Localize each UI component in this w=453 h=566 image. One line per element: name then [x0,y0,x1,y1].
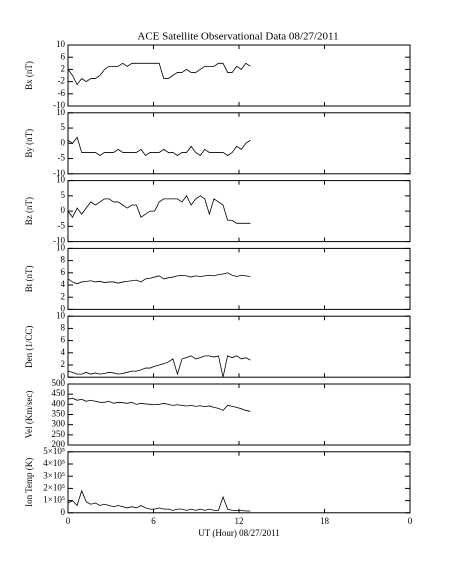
y-tick-label: 200 [52,439,66,449]
y-tick-label: -10 [53,168,65,178]
panel-frame [67,112,411,175]
data-line [67,62,251,86]
y-tick-label: 3×10⁵ [43,470,65,480]
y-tick-label: 5 [61,122,66,132]
data-line [67,195,251,224]
y-tick-label: 0 [61,137,66,147]
x-tick-label: 0 [66,516,71,526]
y-tick-label: 1×10⁵ [43,495,65,505]
y-tick-label: -10 [53,236,65,246]
y-tick-label: 0 [61,303,66,313]
y-tick-label: 2 [61,63,66,73]
data-line [67,136,251,157]
y-tick-label: -2 [58,76,66,86]
y-tick-label: 2 [61,291,66,301]
y-tick-label: 0 [61,205,66,215]
panel-frame [67,44,411,107]
x-tick-label: 18 [320,516,330,526]
y-tick-label: 500 [52,378,66,388]
x-tick-label: 0 [408,516,413,526]
y-tick-label: 2×10⁵ [43,482,65,492]
y-tick-label: 6 [61,51,66,61]
y-tick-label: 5×10⁵ [43,446,65,456]
y-tick-label: 10 [56,39,66,49]
y-axis-label: Den (1/CC) [24,326,34,368]
y-tick-label: 0 [61,371,66,381]
y-tick-label: -10 [53,100,65,110]
x-axis-label: UT (Hour) 08/27/2011 [198,528,280,538]
panel-frame [67,451,411,514]
panel-frame [67,315,411,378]
y-tick-label: 10 [56,175,66,185]
y-axis-label: Bz (nT) [24,197,34,225]
panel-frame [67,383,411,446]
y-axis-label: Bx (nT) [24,61,34,90]
data-line [67,355,251,378]
y-tick-label: 8 [61,255,66,265]
y-axis-label: Ion Temp (K) [24,458,34,507]
chart-title: ACE Satellite Observational Data 08/27/2… [137,31,338,43]
y-tick-label: 300 [52,419,66,429]
y-tick-label: 4 [61,347,66,357]
y-tick-label: 10 [56,107,66,117]
panel-frame [67,247,411,310]
y-axis-label: By (nT) [24,129,34,158]
y-axis-label: Bt (nT) [24,266,34,293]
y-tick-label: 8 [61,322,66,332]
y-tick-label: 4×10⁵ [43,458,65,468]
y-tick-label: -5 [58,153,66,163]
y-tick-label: 450 [52,388,66,398]
y-tick-label: 0 [61,507,66,517]
panel-frame [67,180,411,243]
y-tick-label: -5 [58,220,66,230]
y-tick-label: 2 [61,359,66,369]
data-line [67,489,251,512]
data-line [67,272,251,285]
y-tick-label: 400 [52,398,66,408]
y-axis-label: Vel (Km/sec) [24,391,34,439]
y-tick-label: 5 [61,190,66,200]
y-tick-label: 350 [52,409,66,419]
y-tick-label: 10 [56,310,66,320]
y-tick-label: 6 [61,335,66,345]
data-line [67,397,251,412]
y-tick-label: 250 [52,429,66,439]
x-tick-label: 6 [151,516,156,526]
y-tick-label: 6 [61,267,66,277]
y-tick-label: -6 [58,88,66,98]
y-tick-label: 4 [61,279,66,289]
x-tick-label: 12 [235,516,244,526]
y-tick-label: 10 [56,242,66,252]
